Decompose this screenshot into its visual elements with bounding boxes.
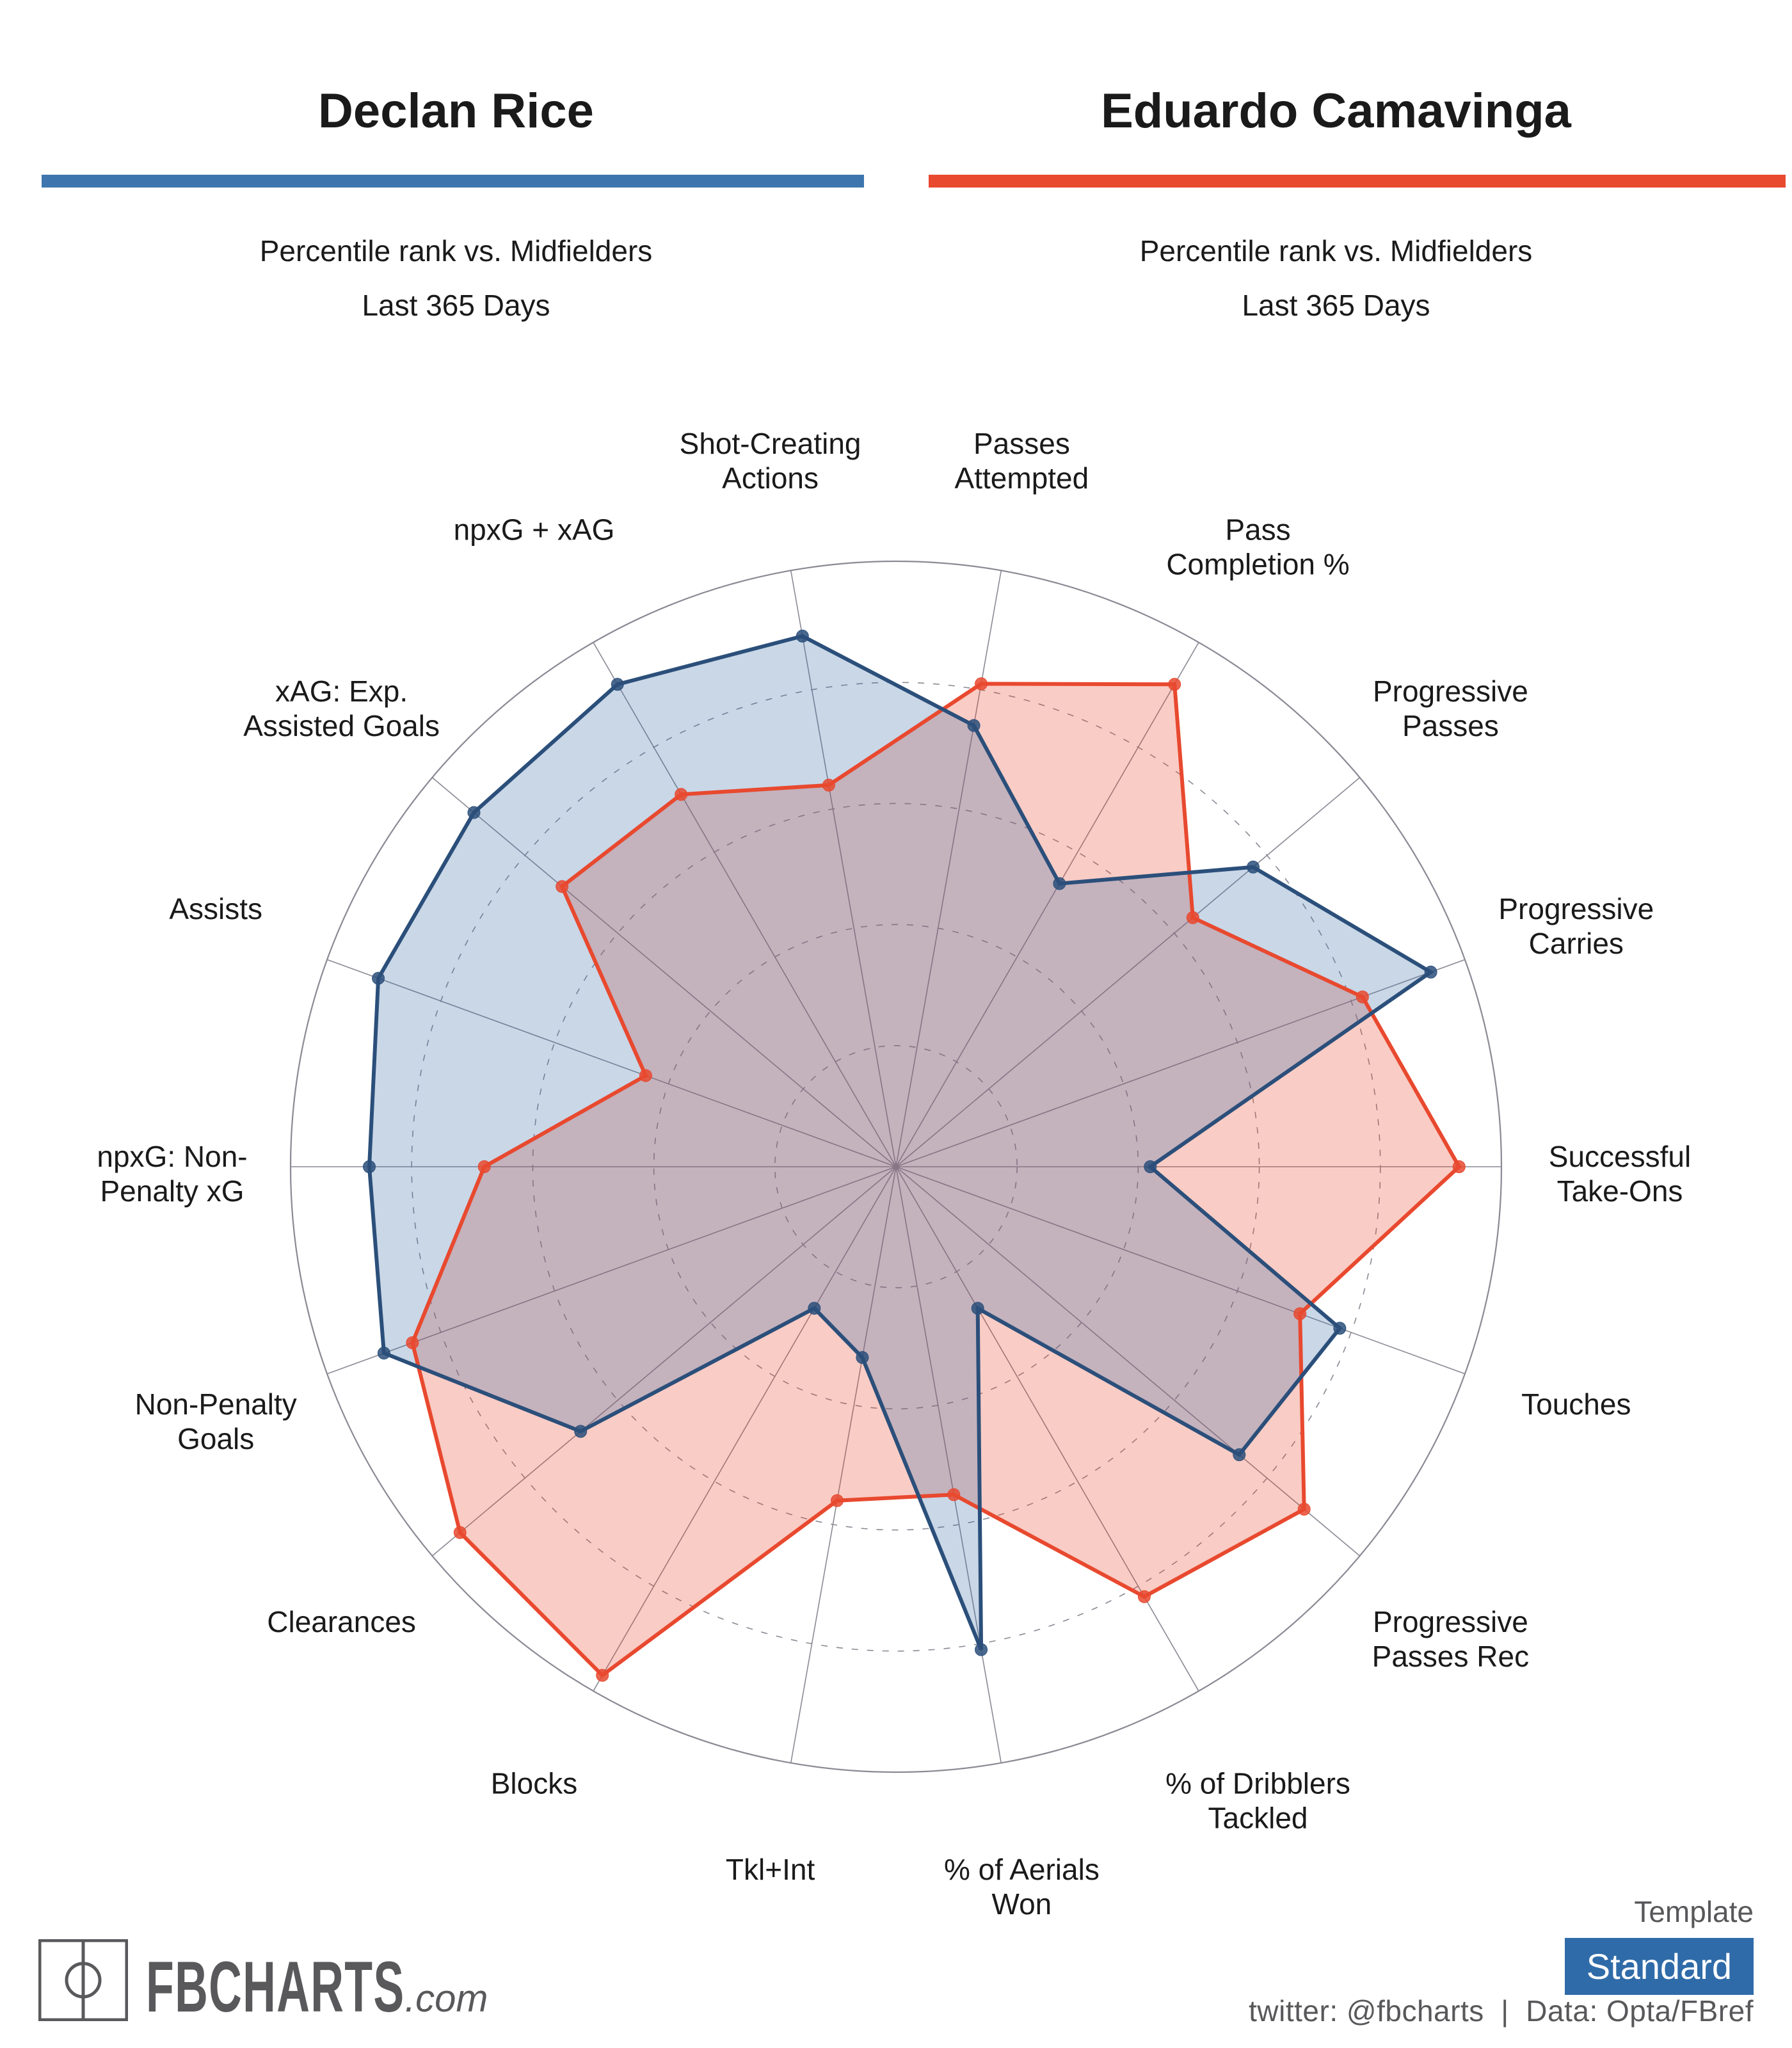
svg-text:Blocks: Blocks: [491, 1767, 577, 1800]
svg-text:Assists: Assists: [169, 892, 262, 925]
svg-text:Tkl+Int: Tkl+Int: [726, 1853, 815, 1886]
svg-text:Touches: Touches: [1521, 1388, 1631, 1421]
svg-text:Clearances: Clearances: [267, 1605, 416, 1638]
svg-text:xAG: Exp.Assisted Goals: xAG: Exp. Assisted Goals: [243, 675, 440, 742]
svg-text:npxG: Non-Penalty xG: npxG: Non-Penalty xG: [97, 1140, 247, 1208]
svg-text:npxG + xAG: npxG + xAG: [454, 513, 615, 547]
